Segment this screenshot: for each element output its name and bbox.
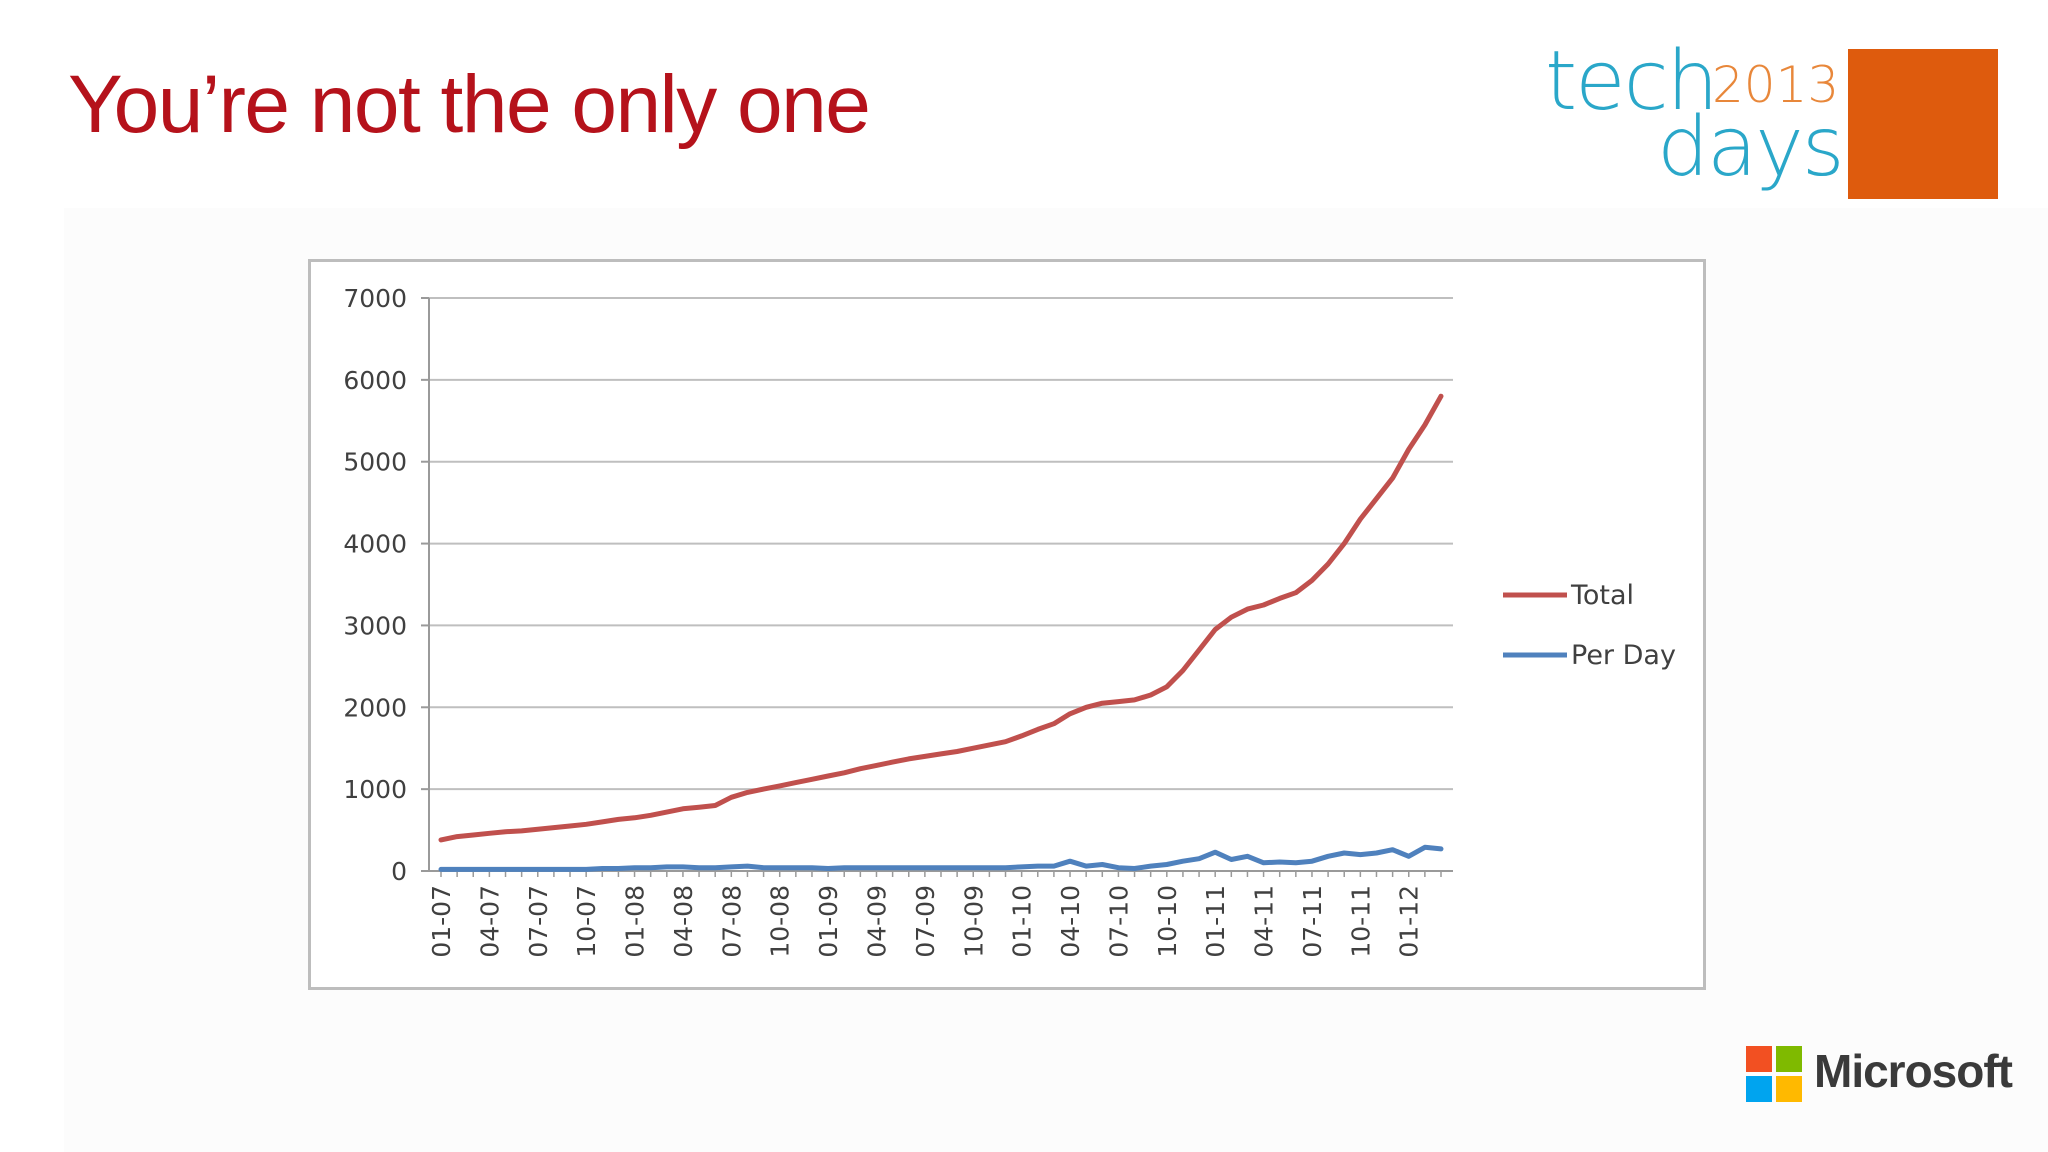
x-tick-label: 01-10	[1008, 885, 1037, 958]
x-tick-label: 10-09	[959, 885, 988, 958]
x-tick-label: 04-11	[1250, 885, 1279, 958]
slide-title: You’re not the only one	[68, 59, 871, 150]
x-tick-label: 01-07	[427, 885, 456, 958]
y-tick-label: 3000	[343, 611, 407, 640]
y-tick-label: 5000	[343, 448, 407, 477]
techdays-logo-tech: tech	[1545, 34, 1719, 129]
x-tick-label: 10-07	[572, 885, 601, 958]
microsoft-logo-square-green	[1776, 1046, 1802, 1072]
microsoft-logo-icon	[1746, 1046, 1802, 1102]
x-tick-label: 10-08	[766, 885, 795, 958]
series-line-total	[438, 393, 1444, 843]
chart-frame: 0 1000 2000 3000 4000 5000 6000 7000 01-07 04-07 0…	[308, 259, 1706, 990]
legend-label: Total	[1570, 580, 1634, 611]
microsoft-logo-square-blue	[1746, 1076, 1772, 1102]
line-chart: 0 1000 2000 3000 4000 5000 6000 7000 01-07 04-07 0…	[343, 284, 1676, 958]
series-line-per-day	[438, 844, 1444, 872]
x-tick-label: 01-12	[1395, 885, 1424, 958]
x-tick-label: 07-09	[911, 885, 940, 958]
x-tick-label: 01-11	[1201, 885, 1230, 958]
y-tick-label: 2000	[343, 693, 407, 722]
x-tick-label: 07-11	[1298, 885, 1327, 958]
techdays-logo-year: 2013	[1712, 56, 1840, 114]
y-tick-label: 7000	[343, 284, 407, 313]
y-tick-label: 4000	[343, 530, 407, 559]
x-tick-label: 07-10	[1104, 885, 1133, 958]
microsoft-logo-square-red	[1746, 1046, 1772, 1072]
x-tick-label: 01-08	[621, 885, 650, 958]
techdays-logo-square	[1848, 49, 1998, 199]
techdays-logo-days: days	[1657, 100, 1845, 195]
x-tick-label: 10-11	[1346, 885, 1375, 958]
y-tick-label: 6000	[343, 366, 407, 395]
microsoft-logo-square-yellow	[1776, 1076, 1802, 1102]
y-tick-label: 0	[391, 857, 407, 886]
x-tick-label: 04-10	[1056, 885, 1085, 958]
x-tick-label: 01-09	[814, 885, 843, 958]
y-tick-label: 1000	[343, 775, 407, 804]
microsoft-label: Microsoft	[1814, 1045, 2013, 1097]
x-tick-label: 07-07	[524, 885, 553, 958]
x-tick-label: 04-07	[475, 885, 504, 958]
legend-label: Per Day	[1571, 640, 1676, 671]
x-tick-label: 07-08	[717, 885, 746, 958]
x-tick-label: 10-10	[1153, 885, 1182, 958]
x-tick-label: 04-08	[669, 885, 698, 958]
x-tick-label: 04-09	[862, 885, 891, 958]
